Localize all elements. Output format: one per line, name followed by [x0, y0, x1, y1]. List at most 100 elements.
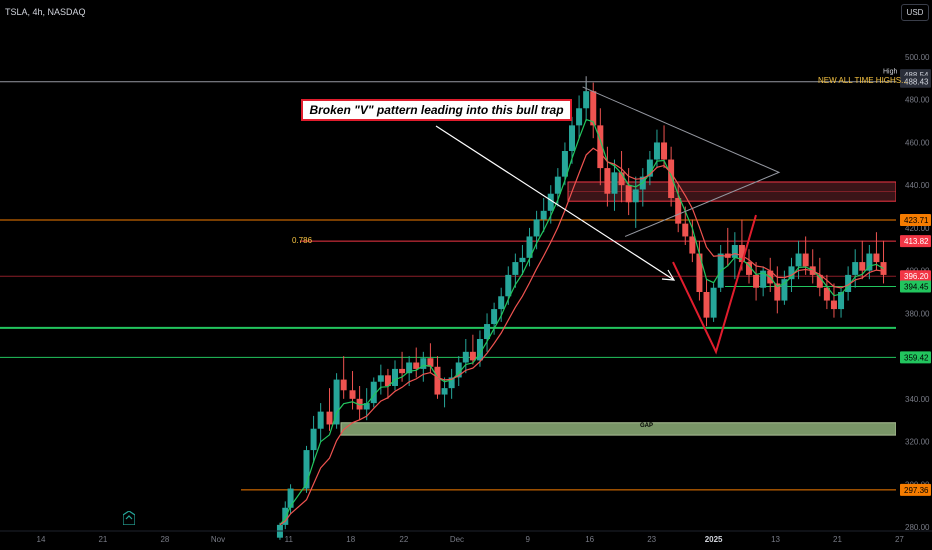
candles	[276, 82, 887, 540]
price-tick-label: 320.00	[905, 438, 930, 447]
candle-body	[632, 189, 639, 203]
candle-body	[774, 283, 781, 301]
time-tick-label: 11	[285, 535, 294, 544]
candle-body	[675, 198, 682, 224]
candle-body	[333, 379, 340, 425]
price-label-l394	[900, 280, 931, 293]
candle-body	[392, 368, 398, 386]
candle-body	[746, 262, 752, 275]
time-tick-label: 2025	[705, 535, 723, 544]
callout-box[interactable]: Broken "V" pattern leading into this bul…	[301, 99, 572, 121]
time-tick-label: 23	[647, 535, 656, 544]
tradingview-logo-icon	[122, 510, 136, 526]
candle-body	[462, 351, 469, 363]
price-label-text: 396.20	[904, 272, 929, 281]
price-tick-label: 500.00	[905, 53, 930, 62]
candle-body	[625, 185, 632, 203]
candle-body	[505, 274, 512, 297]
candle-body	[310, 428, 317, 451]
price-tick-label: 460.00	[905, 138, 930, 147]
candle-body	[356, 398, 363, 410]
price-label-text: 297.36	[904, 486, 929, 495]
candle-body	[604, 168, 611, 194]
fib-label: 0.786	[292, 236, 313, 245]
candle-body	[873, 253, 880, 263]
candle-body	[753, 274, 760, 288]
candle-body	[823, 287, 830, 301]
candle-body	[852, 262, 859, 275]
time-tick-label: 14	[37, 535, 46, 544]
callout-text: Broken "V" pattern leading into this bul…	[309, 103, 564, 117]
time-tick-label: 18	[346, 535, 355, 544]
time-tick-label: 13	[771, 535, 780, 544]
triangle-pattern	[582, 86, 781, 237]
candle-body	[845, 274, 852, 292]
candle-body	[611, 172, 618, 194]
time-axis: 14 21 28 Nov 11 18 22 Dec 9 16 23 2025 13 21 27	[0, 530, 932, 544]
price-label-l413	[900, 235, 931, 248]
candle-body	[597, 125, 604, 169]
candle-body	[859, 262, 866, 271]
price-label-l297	[900, 483, 931, 496]
price-label-l359	[900, 351, 931, 364]
candle-body	[303, 450, 310, 489]
candle-body	[413, 362, 420, 369]
time-tick-label: Dec	[450, 535, 464, 544]
gap-label: GAP	[640, 423, 654, 429]
candle-body	[420, 358, 427, 369]
candle-body	[576, 108, 583, 126]
price-tick-label: 480.00	[905, 96, 930, 105]
v-pattern	[672, 214, 757, 355]
candle-body	[349, 390, 356, 399]
candle-body	[455, 362, 462, 378]
price-tick-label: 440.00	[905, 181, 930, 190]
candle-body	[569, 125, 575, 151]
time-tick-label: 21	[98, 535, 107, 544]
price-tick-label: 280.00	[905, 523, 930, 532]
zones	[340, 181, 897, 436]
time-tick-label: 16	[585, 535, 594, 544]
candle-body	[830, 300, 837, 310]
time-tick-label: Nov	[211, 535, 225, 544]
candle-body	[547, 193, 554, 211]
candle-body	[399, 368, 406, 374]
time-tick-label: 21	[833, 535, 842, 544]
ath-label: NEW ALL TIME HIGHS...	[818, 76, 908, 85]
symbol-label: TSLA, 4h, NASDAQ	[5, 7, 86, 17]
candle-body	[526, 236, 533, 258]
candle-body	[668, 159, 675, 198]
price-label-text: 394.45	[904, 282, 929, 291]
candle-body	[866, 253, 873, 271]
time-tick-label: 22	[399, 535, 408, 544]
currency-button[interactable]: USD	[901, 4, 929, 21]
candle-body	[590, 91, 597, 126]
time-tick-label: 27	[895, 535, 904, 544]
candle-body	[476, 339, 483, 361]
currency-label: USD	[906, 8, 924, 17]
candle-body	[689, 236, 696, 254]
candle-body	[498, 296, 505, 310]
candle-body	[434, 366, 441, 395]
price-tick-label: 380.00	[905, 309, 930, 318]
time-tick-label: 28	[160, 535, 169, 544]
candle-body	[816, 274, 823, 288]
candle-body	[781, 279, 788, 301]
price-tick-label: 340.00	[905, 395, 930, 404]
candle-body	[661, 142, 668, 160]
candle-body	[469, 351, 476, 361]
price-label-text: 423.71	[904, 216, 929, 225]
candle-body	[554, 176, 561, 194]
horizontal-lines	[0, 81, 896, 491]
candle-body	[317, 411, 324, 429]
candle-body	[441, 388, 448, 395]
candle-body	[340, 379, 347, 391]
candle-body	[760, 270, 767, 288]
candle-body	[484, 324, 491, 339]
candle-body	[731, 245, 738, 258]
candle-body	[682, 223, 689, 237]
moving-averages	[279, 118, 884, 526]
price-label-ath	[900, 75, 931, 88]
candle-body	[282, 507, 289, 525]
candle-body	[377, 375, 384, 382]
